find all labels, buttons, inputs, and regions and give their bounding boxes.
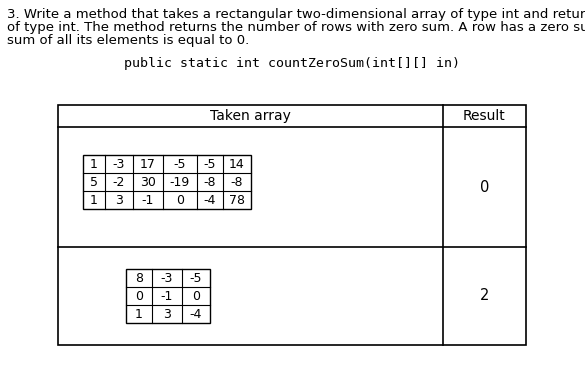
Text: Result: Result <box>463 109 506 123</box>
Text: 78: 78 <box>229 194 245 207</box>
Text: -3: -3 <box>113 158 125 171</box>
Text: -5: -5 <box>190 272 202 285</box>
Text: 2: 2 <box>480 289 489 303</box>
Text: -1: -1 <box>161 289 173 302</box>
Text: 0: 0 <box>192 289 200 302</box>
Text: -8: -8 <box>204 175 216 188</box>
Text: -2: -2 <box>113 175 125 188</box>
Text: sum of all its elements is equal to 0.: sum of all its elements is equal to 0. <box>7 34 249 47</box>
Text: 3. Write a method that takes a rectangular two-dimensional array of type int and: 3. Write a method that takes a rectangul… <box>7 8 585 21</box>
Text: -1: -1 <box>142 194 154 207</box>
Text: 5: 5 <box>90 175 98 188</box>
Bar <box>126 269 210 323</box>
Text: -4: -4 <box>204 194 216 207</box>
Text: -4: -4 <box>190 308 202 321</box>
Text: 30: 30 <box>140 175 156 188</box>
Text: 14: 14 <box>229 158 245 171</box>
Text: 17: 17 <box>140 158 156 171</box>
Text: of type int. The method returns the number of rows with zero sum. A row has a ze: of type int. The method returns the numb… <box>7 21 585 34</box>
Text: -5: -5 <box>204 158 216 171</box>
Text: -8: -8 <box>230 175 243 188</box>
Text: Taken array: Taken array <box>210 109 291 123</box>
Text: 0: 0 <box>480 180 489 194</box>
Text: 1: 1 <box>90 194 98 207</box>
Text: 0: 0 <box>135 289 143 302</box>
Text: 3: 3 <box>163 308 171 321</box>
Text: 1: 1 <box>90 158 98 171</box>
Text: 3: 3 <box>115 194 123 207</box>
Text: 1: 1 <box>135 308 143 321</box>
Text: public static int countZeroSum(int[][] in): public static int countZeroSum(int[][] i… <box>124 57 460 70</box>
Text: -5: -5 <box>174 158 186 171</box>
Bar <box>58 105 526 345</box>
Text: 8: 8 <box>135 272 143 285</box>
Text: 0: 0 <box>176 194 184 207</box>
Bar <box>83 155 251 209</box>
Text: -3: -3 <box>161 272 173 285</box>
Text: -19: -19 <box>170 175 190 188</box>
